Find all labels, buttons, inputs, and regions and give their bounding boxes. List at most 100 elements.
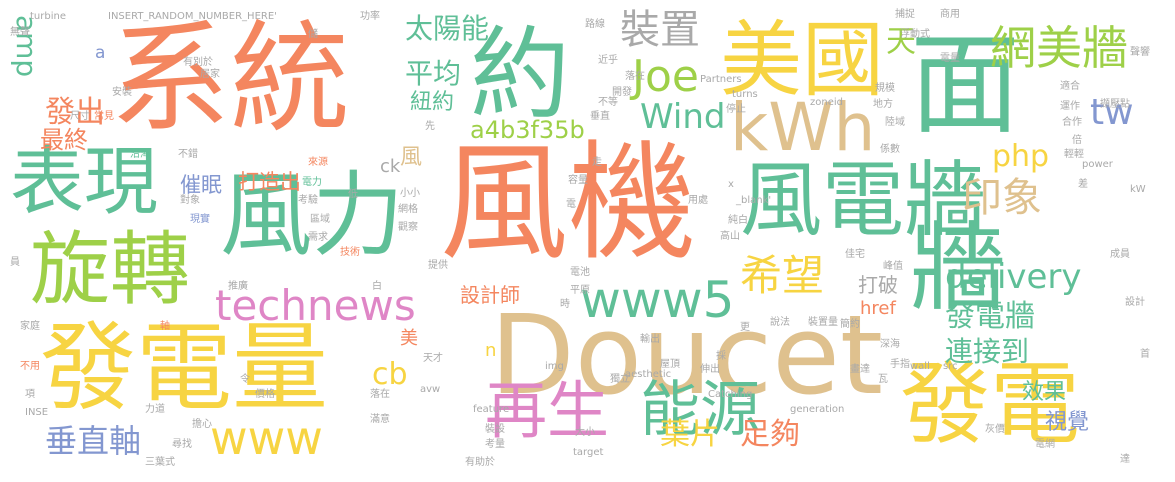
cloud-word: php bbox=[992, 139, 1050, 174]
cloud-word: 紐約 bbox=[410, 90, 455, 115]
cloud-word: _blank' bbox=[736, 195, 772, 206]
cloud-word: 採 bbox=[716, 351, 726, 362]
cloud-word: 觀察 bbox=[398, 222, 418, 233]
cloud-word: 需求 bbox=[308, 232, 328, 243]
cloud-word: x bbox=[728, 179, 734, 190]
cloud-word: 推廣 bbox=[228, 281, 248, 292]
cloud-word: 設計師 bbox=[460, 283, 520, 307]
cloud-word: 天才 bbox=[423, 353, 443, 364]
cloud-word: 地方 bbox=[873, 99, 893, 110]
cloud-word: 約 bbox=[470, 16, 570, 133]
cloud-word: n bbox=[485, 340, 497, 361]
cloud-word: 佳宅 bbox=[845, 249, 865, 260]
cloud-word: 來源 bbox=[308, 157, 328, 168]
cloud-word: 牆 bbox=[910, 212, 1006, 324]
cloud-word: 風力 bbox=[220, 162, 405, 269]
cloud-word: power bbox=[1082, 159, 1113, 170]
cloud-word: a4b3f35b bbox=[470, 116, 585, 144]
cloud-word: 聲響 bbox=[1130, 47, 1150, 58]
cloud-word: 打破 bbox=[858, 273, 898, 297]
cloud-word: 技術 bbox=[340, 247, 360, 258]
cloud-word: 催眠 bbox=[180, 173, 222, 197]
cloud-word: 能源 bbox=[640, 375, 760, 445]
cloud-word: 希望 bbox=[740, 251, 825, 300]
cloud-word: 獨立 bbox=[610, 374, 630, 385]
cloud-word: feature bbox=[473, 404, 510, 415]
cloud-word: 平均 bbox=[405, 57, 462, 90]
cloud-word: 美 bbox=[400, 328, 418, 349]
cloud-word: 軸 bbox=[160, 321, 170, 332]
cloud-word: 純白 bbox=[728, 215, 748, 226]
cloud-word: Catching bbox=[708, 389, 753, 400]
cloud-word: 簡約 bbox=[840, 319, 860, 330]
cloud-word: 適合 bbox=[1060, 81, 1080, 92]
cloud-word: 平原 bbox=[570, 285, 590, 296]
cloud-word: 手指 bbox=[890, 359, 910, 370]
cloud-word: 發電量 bbox=[40, 312, 328, 424]
cloud-word: 近乎 bbox=[598, 55, 618, 66]
cloud-word: Wind bbox=[640, 97, 726, 137]
cloud-word: www bbox=[210, 411, 323, 465]
cloud-word: INSERT_RANDOM_NUMBER_HERE' bbox=[108, 11, 277, 22]
cloud-word: amp bbox=[10, 15, 43, 78]
cloud-word: 電 bbox=[566, 199, 576, 210]
cloud-word: 擔心 bbox=[192, 419, 212, 430]
cloud-word: 瓦 bbox=[878, 374, 888, 385]
cloud-word: 家庭 bbox=[20, 321, 40, 332]
cloud-word: 最終 bbox=[40, 126, 88, 154]
cloud-word: 網美牆 bbox=[990, 21, 1128, 75]
cloud-word: kW bbox=[1130, 184, 1146, 195]
cloud-word: 灰價 bbox=[985, 424, 1005, 435]
cloud-word: 輕輕 bbox=[1064, 149, 1084, 160]
cloud-word: 員 bbox=[10, 257, 20, 268]
cloud-word: 差 bbox=[1078, 179, 1088, 190]
cloud-word: 安裝 bbox=[112, 87, 132, 98]
cloud-word: 陸域 bbox=[885, 117, 905, 128]
cloud-word: target bbox=[573, 447, 604, 458]
cloud-word: 發出 bbox=[45, 95, 105, 130]
cloud-word: 發電牆 bbox=[945, 299, 1035, 334]
cloud-word: 不用 bbox=[20, 361, 40, 372]
cloud-word: cb bbox=[372, 357, 408, 392]
cloud-word: ck bbox=[380, 156, 401, 177]
cloud-word: 不錯 bbox=[178, 149, 198, 160]
cloud-word: 浮動式 bbox=[900, 29, 930, 40]
cloud-word: 擷壓點 bbox=[1100, 99, 1130, 110]
cloud-word: 力道 bbox=[145, 404, 165, 415]
cloud-word: 印象 bbox=[962, 175, 1042, 221]
cloud-word: tw bbox=[1090, 92, 1134, 133]
cloud-word: 再生 bbox=[485, 374, 610, 447]
cloud-word: 效果 bbox=[1022, 380, 1067, 405]
cloud-word: 天 bbox=[880, 25, 915, 55]
cloud-word: 考驗 bbox=[298, 195, 318, 206]
cloud-word: 合作 bbox=[1062, 117, 1082, 128]
cloud-word: href bbox=[860, 298, 896, 319]
cloud-word: 裝設 bbox=[485, 424, 505, 435]
cloud-word: 現實 bbox=[190, 214, 210, 225]
cloud-word: technews bbox=[215, 281, 416, 330]
cloud-word: 發電 bbox=[900, 352, 1080, 457]
cloud-word: zoneid bbox=[810, 97, 843, 108]
cloud-word: 無聲 bbox=[10, 27, 30, 38]
cloud-word: 裝置量 bbox=[808, 317, 838, 328]
cloud-word: src bbox=[943, 361, 958, 372]
cloud-word: 風電牆 bbox=[740, 153, 987, 248]
cloud-word: 落在 bbox=[370, 389, 390, 400]
cloud-word: 電池 bbox=[570, 267, 590, 278]
cloud-word: 提供 bbox=[428, 260, 448, 271]
cloud-word: 垂直軸 bbox=[45, 422, 142, 460]
cloud-word: 面 bbox=[910, 21, 1020, 149]
cloud-word: 三葉式 bbox=[145, 457, 175, 468]
cloud-word: 尋找 bbox=[172, 439, 192, 450]
cloud-word: 首 bbox=[1140, 349, 1150, 360]
cloud-word: 打造出 bbox=[238, 170, 301, 194]
cloud-word: Doucet bbox=[490, 291, 884, 419]
cloud-word: 葉片 bbox=[660, 417, 720, 452]
cloud-word: 深海 bbox=[880, 339, 900, 350]
cloud-word: kWh bbox=[730, 89, 876, 166]
cloud-word: 考量 bbox=[485, 439, 505, 450]
cloud-word: img bbox=[545, 361, 564, 372]
cloud-word: 功率 bbox=[360, 11, 380, 22]
cloud-word: 更 bbox=[740, 322, 750, 333]
cloud-word: 規模 bbox=[875, 83, 895, 94]
